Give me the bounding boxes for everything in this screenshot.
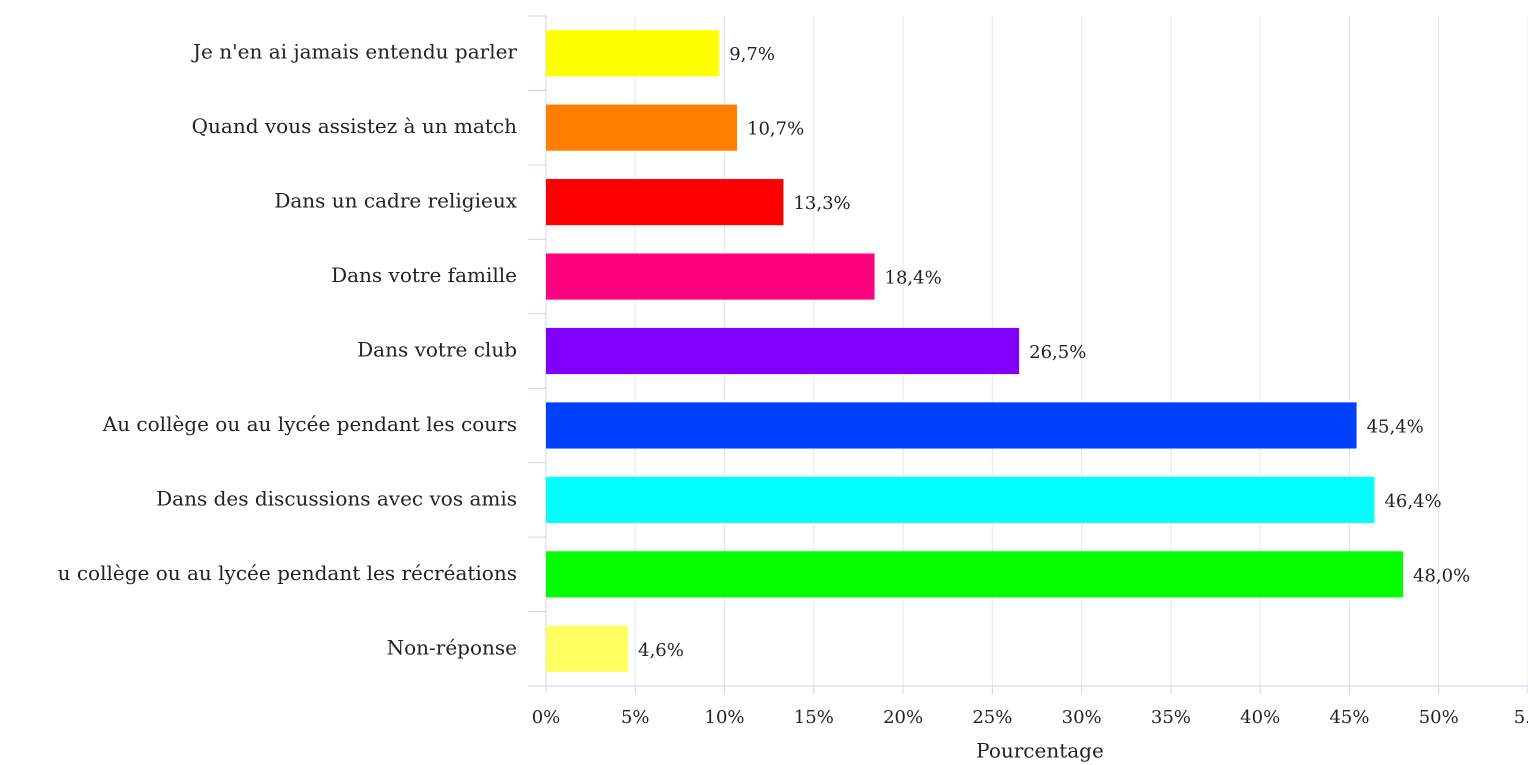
x-tick-label: 15% — [794, 707, 834, 728]
value-label: 4,6% — [638, 640, 684, 661]
x-tick-label: 0% — [532, 707, 561, 728]
value-label: 10,7% — [747, 119, 804, 140]
x-tick-label: 45% — [1329, 707, 1369, 728]
y-tick-label: Dans votre club — [357, 338, 517, 362]
x-tick-label: 10% — [705, 707, 745, 728]
value-label: 45,4% — [1367, 416, 1424, 437]
bar — [546, 104, 738, 151]
y-tick-label: Dans des discussions avec vos amis — [156, 486, 517, 510]
bar — [546, 30, 720, 77]
x-tick-label: 5... — [1514, 707, 1528, 728]
x-axis-title: Pourcentage — [976, 739, 1104, 763]
y-tick-label: Non-réponse — [387, 635, 517, 659]
x-tick-label: 30% — [1062, 707, 1102, 728]
x-tick-label: 25% — [972, 707, 1012, 728]
value-label: 18,4% — [885, 268, 942, 289]
y-tick-label: u collège ou au lycée pendant les récréa… — [58, 561, 517, 585]
x-tick-label: 35% — [1151, 707, 1191, 728]
value-label: 13,3% — [793, 193, 850, 214]
value-label: 9,7% — [729, 44, 775, 65]
x-tick-label: 5% — [621, 707, 650, 728]
x-tick-label: 50% — [1419, 707, 1459, 728]
value-label: 26,5% — [1029, 342, 1086, 363]
y-tick-label: Quand vous assistez à un match — [192, 114, 517, 138]
bar — [546, 551, 1404, 598]
y-tick-label: Au collège ou au lycée pendant les cours — [102, 412, 517, 436]
bar — [546, 402, 1357, 449]
y-tick-label: Dans un cadre religieux — [274, 189, 517, 213]
bar — [546, 327, 1020, 375]
y-tick-label: Je n'en ai jamais entendu parler — [191, 40, 517, 64]
value-label: 46,4% — [1384, 491, 1441, 512]
x-tick-label: 40% — [1240, 707, 1280, 728]
bar — [546, 476, 1375, 523]
y-tick-label: Dans votre famille — [331, 263, 517, 287]
x-tick-label: 20% — [883, 707, 923, 728]
bar — [546, 253, 875, 300]
value-label: 48,0% — [1413, 565, 1470, 586]
bar — [546, 625, 629, 672]
bar — [546, 179, 784, 226]
